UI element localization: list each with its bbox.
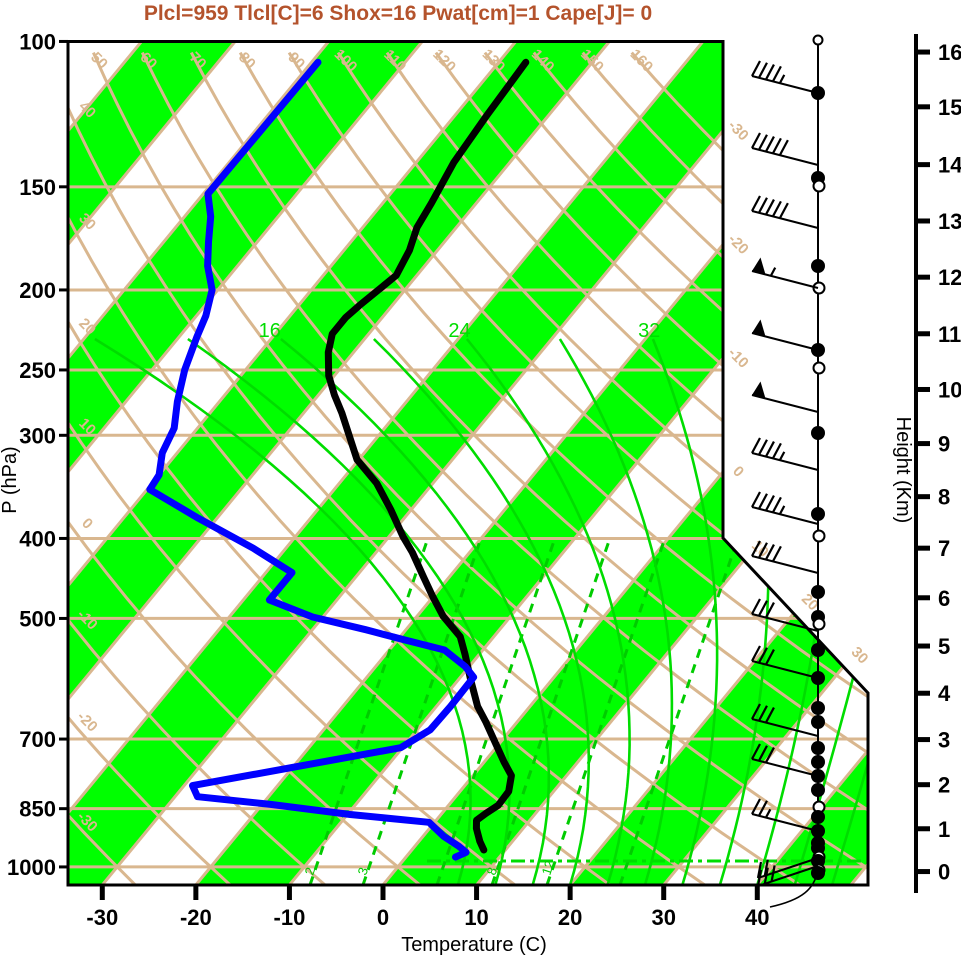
svg-text:15: 15 — [938, 95, 961, 120]
svg-text:300: 300 — [19, 423, 56, 448]
svg-text:-10: -10 — [725, 344, 752, 371]
svg-text:5: 5 — [938, 634, 950, 659]
svg-text:7: 7 — [938, 536, 950, 561]
temperature-axis: -30 -20 -10 0 10 20 30 40 Temperature (C) — [86, 886, 770, 956]
svg-text:32: 32 — [638, 320, 660, 342]
svg-text:6: 6 — [938, 586, 950, 611]
svg-text:4: 4 — [938, 681, 951, 706]
svg-text:-30: -30 — [86, 905, 118, 930]
svg-text:-10: -10 — [274, 905, 306, 930]
svg-text:3: 3 — [355, 865, 372, 877]
svg-text:24: 24 — [448, 320, 470, 342]
svg-text:-30: -30 — [725, 117, 752, 144]
svg-text:-20: -20 — [74, 708, 101, 735]
wind-barb-column — [751, 34, 826, 908]
svg-text:30: 30 — [651, 905, 675, 930]
svg-text:200: 200 — [19, 278, 56, 303]
svg-text:120: 120 — [429, 46, 459, 76]
svg-text:Temperature (C): Temperature (C) — [401, 934, 547, 956]
svg-text:160: 160 — [627, 46, 657, 76]
svg-text:12: 12 — [938, 265, 961, 290]
svg-text:3: 3 — [938, 728, 950, 753]
svg-text:16: 16 — [259, 320, 281, 342]
svg-text:8: 8 — [484, 865, 501, 877]
svg-text:400: 400 — [19, 526, 56, 551]
svg-text:150: 150 — [19, 175, 56, 200]
svg-text:80: 80 — [235, 49, 259, 73]
dewpoint-curve — [146, 58, 478, 861]
svg-text:500: 500 — [19, 606, 56, 631]
svg-text:P (hPa): P (hPa) — [0, 446, 21, 513]
plot-frame — [66, 40, 870, 887]
svg-text:9: 9 — [938, 432, 950, 457]
svg-text:10: 10 — [464, 905, 488, 930]
chart-title: Plcl=959 Tlcl[C]=6 Shox=16 Pwat[cm]=1 Ca… — [143, 2, 653, 25]
svg-text:12: 12 — [539, 859, 558, 877]
svg-text:20: 20 — [558, 905, 582, 930]
svg-text:0: 0 — [938, 860, 950, 885]
svg-text:11: 11 — [938, 322, 961, 347]
svg-text:1000: 1000 — [7, 855, 56, 880]
svg-text:-20: -20 — [725, 231, 752, 258]
svg-text:2: 2 — [938, 773, 950, 798]
svg-text:700: 700 — [19, 727, 56, 752]
svg-text:50: 50 — [87, 49, 111, 73]
svg-text:250: 250 — [19, 358, 56, 383]
mixing-ratio-lines — [308, 542, 866, 885]
svg-text:Height (Km): Height (Km) — [892, 417, 914, 524]
svg-text:850: 850 — [19, 797, 56, 822]
svg-text:0: 0 — [78, 515, 96, 533]
svg-text:0: 0 — [377, 905, 389, 930]
svg-text:30: 30 — [848, 644, 872, 668]
svg-text:0: 0 — [729, 463, 747, 481]
svg-text:10: 10 — [938, 377, 961, 402]
svg-text:-20: -20 — [180, 905, 212, 930]
svg-text:8: 8 — [938, 485, 950, 510]
svg-text:1: 1 — [938, 817, 950, 842]
svg-text:40: 40 — [745, 905, 769, 930]
svg-text:14: 14 — [938, 153, 961, 178]
pressure-axis: 100 150 200 250 300 400 500 700 850 1000 P (hPa) — [0, 29, 68, 880]
svg-text:2: 2 — [302, 865, 319, 877]
svg-text:100: 100 — [19, 29, 56, 54]
svg-text:16: 16 — [938, 40, 961, 65]
temperature-curve — [324, 58, 530, 854]
svg-text:13: 13 — [938, 209, 961, 234]
